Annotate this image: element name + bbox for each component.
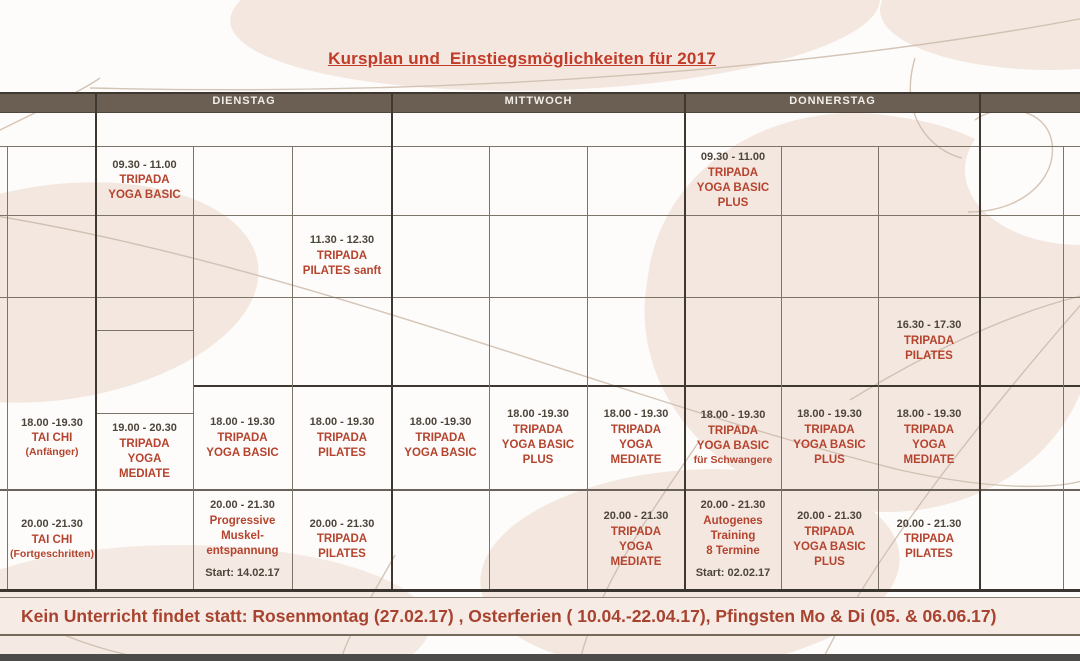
cell-time: 18.00 - 19.30 bbox=[603, 408, 669, 421]
cell-donnerstag-2000-pilates: 20.00 - 21.30 TRIPADA PILATES bbox=[878, 491, 980, 588]
cell-dienstag-1900-yoga-mediate: 19.00 - 20.30 TRIPADA YOGA MEDIATE bbox=[96, 414, 193, 489]
cell-mittwoch-1800-yoga-basic: 18.00 -19.30 TRIPADA YOGA BASIC bbox=[392, 387, 489, 489]
cell-time: 20.00 - 21.30 bbox=[896, 517, 962, 530]
cell-time: 18.00 - 19.30 bbox=[210, 416, 275, 429]
grid-line bbox=[489, 146, 490, 589]
cell-time: 18.00 -19.30 bbox=[21, 416, 83, 429]
cell-time: 20.00 - 21.30 bbox=[309, 517, 375, 530]
cell-dienstag-2000-muskelentspannung: 20.00 - 21.30 Progressive Muskel- entspa… bbox=[193, 491, 292, 588]
cell-donnerstag-1800-yoga-mediate: 18.00 - 19.30 TRIPADA YOGA MEDIATE bbox=[878, 387, 980, 489]
cell-course: TRIPADA YOGA BASIC PLUS bbox=[696, 166, 770, 209]
cell-note: (Anfänger) bbox=[25, 446, 79, 459]
cell-donnerstag-2000-autogenes-training: 20.00 - 21.30 Autogenes Training 8 Termi… bbox=[685, 491, 781, 588]
cell-course: TRIPADA YOGA BASIC bbox=[404, 431, 477, 459]
day-header-donnerstag: DONNERSTAG bbox=[789, 95, 876, 107]
cell-course: TRIPADA PILATES bbox=[903, 533, 955, 561]
cell-course: TRIPADA YOGA BASIC PLUS bbox=[793, 424, 866, 467]
cell-time: 18.00 - 19.30 bbox=[700, 409, 766, 422]
cell-donnerstag-0930-yoga-basic-plus: 09.30 - 11.00 TRIPADA YOGA BASIC PLUS bbox=[685, 147, 781, 214]
grid-line bbox=[0, 589, 1080, 592]
cell-course: Autogenes Training 8 Termine bbox=[703, 514, 763, 558]
cell-time: 18.00 -19.30 bbox=[507, 408, 569, 421]
cell-course: Progressive Muskel- entspannung bbox=[206, 514, 279, 558]
cell-course: TRIPADA YOGA MEDIATE bbox=[610, 525, 662, 568]
cell-course: TRIPADA YOGA BASIC bbox=[696, 424, 770, 452]
cell-donnerstag-1800-yoga-basic-plus: 18.00 - 19.30 TRIPADA YOGA BASIC PLUS bbox=[781, 387, 878, 489]
cell-dienstag-1800-pilates: 18.00 - 19.30 TRIPADA PILATES bbox=[292, 387, 392, 489]
cell-donnerstag-1630-pilates: 16.30 - 17.30 TRIPADA PILATES bbox=[878, 298, 980, 384]
cell-dienstag-0930-yoga-basic: 09.30 - 11.00 TRIPADA YOGA BASIC bbox=[96, 147, 193, 214]
cell-course: TRIPADA YOGA MEDIATE bbox=[903, 424, 955, 467]
cell-mittwoch-1800-yoga-basic-plus: 18.00 -19.30 TRIPADA YOGA BASIC PLUS bbox=[489, 387, 587, 489]
cell-montag-2000-tai-chi: 20.00 -21.30 TAI CHI (Fortgeschritten) bbox=[8, 491, 96, 588]
day-header-mittwoch: MITTWOCH bbox=[504, 95, 573, 107]
cell-note: für Schwangere bbox=[693, 454, 773, 466]
cell-time: 18.00 -19.30 bbox=[409, 416, 472, 429]
cell-course: TRIPADA YOGA MEDIATE bbox=[610, 424, 662, 467]
cell-course: TRIPADA PILATES sanft bbox=[302, 249, 382, 277]
weekday-header-bar bbox=[0, 92, 1080, 113]
cell-donnerstag-1800-yoga-basic-schwangere: 18.00 - 19.30 TRIPADA YOGA BASIC für Sch… bbox=[685, 387, 781, 489]
cell-time: 18.00 - 19.30 bbox=[309, 416, 375, 429]
cell-course: TRIPADA YOGA MEDIATE bbox=[119, 437, 170, 480]
grid-line bbox=[0, 489, 1080, 491]
cell-time: 09.30 - 11.00 bbox=[700, 150, 766, 163]
grid-line bbox=[0, 146, 1080, 147]
cell-time: 20.00 - 21.30 bbox=[603, 509, 669, 522]
cell-note: (Fortgeschritten) bbox=[10, 547, 94, 560]
cell-montag-1800-tai-chi: 18.00 -19.30 TAI CHI (Anfänger) bbox=[8, 387, 96, 489]
page-title: Kursplan und Einstiegsmöglichkeiten für … bbox=[328, 49, 716, 68]
cell-course: TRIPADA PILATES bbox=[316, 431, 368, 459]
no-class-notice-text: Kein Unterricht findet statt: Rosenmonta… bbox=[21, 605, 997, 626]
cell-time: 18.00 - 19.30 bbox=[896, 408, 962, 421]
day-header-dienstag: DIENSTAG bbox=[212, 95, 276, 107]
cell-donnerstag-2000-yoga-basic-plus: 20.00 - 21.30 TRIPADA YOGA BASIC PLUS bbox=[781, 491, 878, 588]
cell-course: TRIPADA PILATES bbox=[903, 334, 955, 362]
cell-course: TRIPADA YOGA BASIC PLUS bbox=[793, 525, 866, 568]
grid-line bbox=[0, 215, 1080, 216]
cell-time: 20.00 - 21.30 bbox=[700, 499, 766, 512]
cell-mittwoch-1800-yoga-mediate: 18.00 - 19.30 TRIPADA YOGA MEDIATE bbox=[587, 387, 685, 489]
cell-start-date: Start: 02.02.17 bbox=[695, 567, 771, 580]
cell-time: 09.30 - 11.00 bbox=[112, 158, 177, 171]
cell-start-date: Start: 14.02.17 bbox=[205, 567, 280, 580]
bottom-bar bbox=[0, 654, 1080, 661]
cell-time: 16.30 - 17.30 bbox=[896, 319, 962, 332]
cell-time: 20.00 - 21.30 bbox=[797, 509, 862, 522]
cell-course: TRIPADA PILATES bbox=[316, 533, 368, 561]
cell-course: TRIPADA YOGA BASIC bbox=[108, 174, 181, 202]
cell-time: 20.00 -21.30 bbox=[21, 518, 83, 531]
grid-line bbox=[96, 330, 193, 331]
cell-time: 20.00 - 21.30 bbox=[210, 499, 275, 512]
cell-time: 11.30 - 12.30 bbox=[309, 234, 375, 247]
cell-course: TAI CHI bbox=[31, 432, 73, 445]
grid-line bbox=[1063, 146, 1064, 589]
cell-course: TRIPADA YOGA BASIC bbox=[206, 431, 279, 459]
cell-course: TRIPADA YOGA BASIC PLUS bbox=[501, 424, 575, 467]
cell-dienstag-2000-pilates: 20.00 - 21.30 TRIPADA PILATES bbox=[292, 491, 392, 588]
cell-dienstag-1800-yoga-basic: 18.00 - 19.30 TRIPADA YOGA BASIC bbox=[193, 387, 292, 489]
cell-course: TAI CHI bbox=[31, 533, 73, 546]
cell-dienstag-1130-pilates-sanft: 11.30 - 12.30 TRIPADA PILATES sanft bbox=[292, 216, 392, 296]
cell-time: 19.00 - 20.30 bbox=[112, 421, 177, 434]
no-class-notice-bar: Kein Unterricht findet statt: Rosenmonta… bbox=[0, 597, 1080, 636]
cell-time: 18.00 - 19.30 bbox=[797, 408, 862, 421]
cell-mittwoch-2000-yoga-mediate: 20.00 - 21.30 TRIPADA YOGA MEDIATE bbox=[587, 491, 685, 588]
